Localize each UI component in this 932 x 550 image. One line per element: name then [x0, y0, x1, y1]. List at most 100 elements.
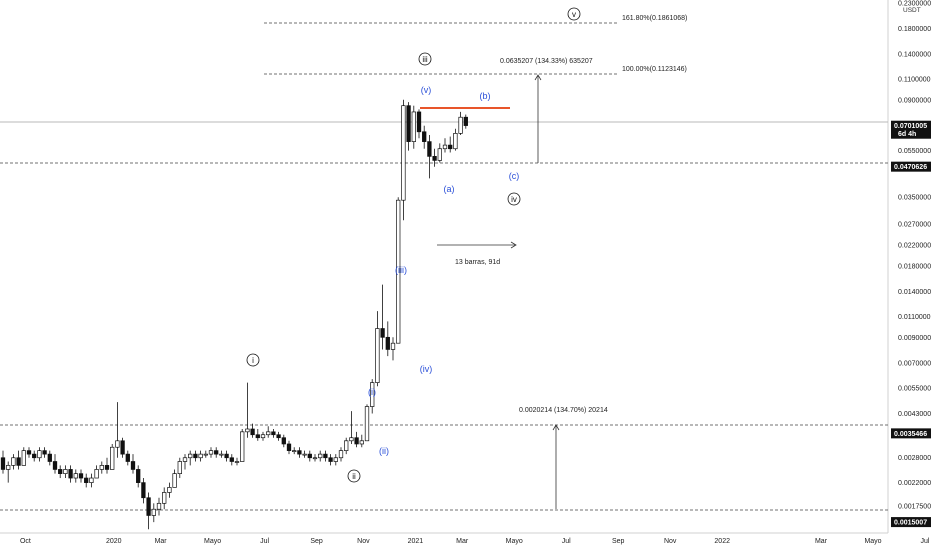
candle[interactable] — [156, 497, 162, 516]
candle[interactable] — [84, 473, 89, 488]
candle[interactable] — [167, 482, 172, 498]
candle[interactable] — [0, 450, 6, 474]
candle[interactable] — [354, 431, 359, 448]
candle[interactable] — [245, 382, 250, 438]
candle[interactable] — [58, 465, 63, 479]
candle[interactable] — [52, 454, 58, 474]
candle[interactable] — [219, 450, 224, 458]
candle[interactable] — [375, 311, 380, 387]
candle[interactable] — [229, 454, 234, 466]
candle[interactable] — [11, 454, 16, 470]
candle[interactable] — [94, 465, 99, 479]
candle[interactable] — [21, 447, 26, 466]
candle[interactable] — [47, 450, 52, 466]
candle[interactable] — [99, 461, 104, 474]
candle[interactable] — [182, 454, 188, 470]
candle[interactable] — [193, 450, 198, 462]
candle[interactable] — [162, 487, 167, 510]
candle[interactable] — [437, 143, 442, 163]
candle[interactable] — [115, 402, 120, 458]
candle[interactable] — [78, 469, 84, 483]
candle[interactable] — [68, 465, 73, 483]
candle[interactable] — [32, 450, 37, 462]
candle[interactable] — [302, 450, 307, 458]
candle[interactable] — [214, 447, 219, 458]
price-axis[interactable]: 0.2300000 0.1800000 0.1400000 0.1100000 0.09… — [898, 1, 931, 511]
candles[interactable] — [0, 99, 468, 530]
candle[interactable] — [432, 148, 437, 167]
candle-body — [411, 111, 416, 142]
candle[interactable] — [328, 454, 333, 466]
candle[interactable] — [6, 461, 11, 483]
candle[interactable] — [42, 447, 47, 458]
candle[interactable] — [37, 447, 42, 462]
candle[interactable] — [458, 111, 463, 135]
candle[interactable] — [401, 99, 406, 221]
candle[interactable] — [318, 450, 323, 462]
candle[interactable] — [359, 434, 364, 448]
candle[interactable] — [63, 465, 68, 479]
candle[interactable] — [406, 102, 411, 151]
candle[interactable] — [323, 450, 328, 462]
candle[interactable] — [16, 450, 21, 470]
candle[interactable] — [292, 447, 297, 455]
time-axis[interactable]: Oct 2020 Mar Mayo Jul Sep Nov 2021 Mar Mayo Jul Sep… — [20, 538, 930, 545]
candle[interactable] — [266, 426, 271, 438]
candle[interactable] — [422, 125, 427, 149]
candle[interactable] — [349, 411, 354, 444]
candle[interactable] — [130, 454, 136, 474]
candle[interactable] — [380, 284, 385, 350]
candle[interactable] — [281, 434, 286, 448]
candle[interactable] — [255, 428, 260, 441]
candle[interactable] — [344, 437, 349, 455]
candle[interactable] — [240, 428, 245, 462]
candle[interactable] — [203, 450, 208, 458]
candle[interactable] — [370, 379, 375, 414]
candle[interactable] — [453, 128, 458, 151]
candle[interactable] — [338, 447, 344, 462]
candle[interactable] — [463, 114, 468, 129]
candle[interactable] — [73, 469, 78, 483]
candle[interactable] — [208, 447, 214, 458]
candle[interactable] — [276, 431, 281, 441]
candle[interactable] — [364, 404, 370, 442]
candle[interactable] — [234, 457, 240, 466]
candle[interactable] — [120, 437, 125, 458]
candle[interactable] — [104, 457, 110, 474]
candle[interactable] — [146, 492, 151, 530]
wave-i-marker: i — [246, 353, 260, 367]
candle-body — [234, 461, 240, 463]
candle[interactable] — [260, 431, 266, 441]
candle[interactable] — [297, 447, 302, 458]
candle[interactable] — [411, 105, 416, 149]
candle[interactable] — [448, 136, 453, 153]
candle[interactable] — [427, 134, 432, 179]
candle[interactable] — [198, 450, 203, 462]
candle[interactable] — [442, 138, 448, 153]
candle[interactable] — [250, 423, 255, 438]
candle[interactable] — [416, 109, 422, 139]
candle[interactable] — [125, 450, 130, 466]
candle[interactable] — [271, 428, 276, 438]
candle[interactable] — [286, 440, 292, 455]
candle[interactable] — [333, 454, 338, 466]
candle[interactable] — [396, 197, 401, 344]
candle[interactable] — [385, 321, 390, 357]
candle-body — [32, 453, 37, 459]
candle[interactable] — [188, 450, 193, 466]
candle[interactable] — [151, 503, 156, 523]
candle[interactable] — [307, 450, 312, 462]
candle[interactable] — [141, 478, 146, 504]
candle[interactable] — [177, 457, 182, 479]
candle[interactable] — [89, 473, 94, 488]
candle-body — [136, 469, 141, 483]
candle[interactable] — [312, 454, 318, 462]
candle[interactable] — [136, 465, 141, 488]
candle[interactable] — [110, 443, 115, 470]
candle[interactable] — [26, 447, 32, 458]
candle[interactable] — [172, 469, 177, 488]
candle[interactable] — [224, 450, 229, 462]
candle[interactable] — [390, 337, 396, 361]
candle-body — [333, 457, 338, 462]
